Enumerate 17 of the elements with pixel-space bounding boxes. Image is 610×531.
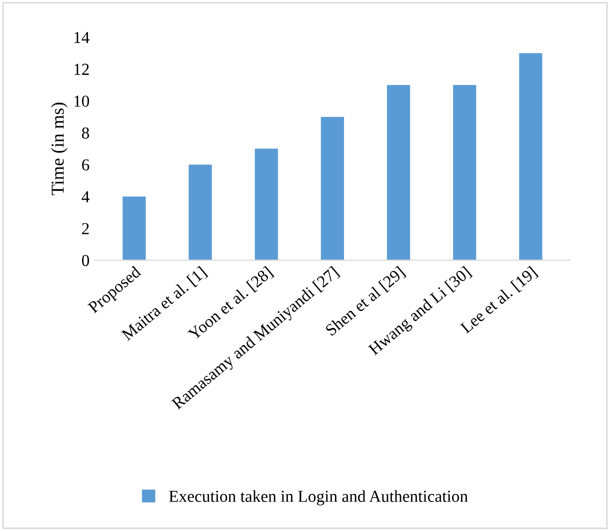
y-tick-label: 2 xyxy=(82,223,89,234)
y-tick-label: 12 xyxy=(74,64,89,75)
bar xyxy=(122,196,146,260)
y-tick-label: 0 xyxy=(82,254,90,266)
bar xyxy=(320,116,344,260)
y-tick-label: 4 xyxy=(82,191,90,202)
bar xyxy=(188,164,212,260)
bar xyxy=(453,84,476,260)
y-tick-label: 6 xyxy=(82,159,90,171)
legend-label: Execution taken in Login and Authentication xyxy=(169,490,468,506)
bar xyxy=(254,148,278,260)
y-tick-label: 10 xyxy=(74,96,90,107)
y-axis-title: Time (in ms) xyxy=(51,102,68,196)
y-tick-label: 8 xyxy=(82,127,90,139)
bar xyxy=(519,53,542,260)
bar xyxy=(386,84,410,260)
y-tick-label: 14 xyxy=(74,32,90,43)
